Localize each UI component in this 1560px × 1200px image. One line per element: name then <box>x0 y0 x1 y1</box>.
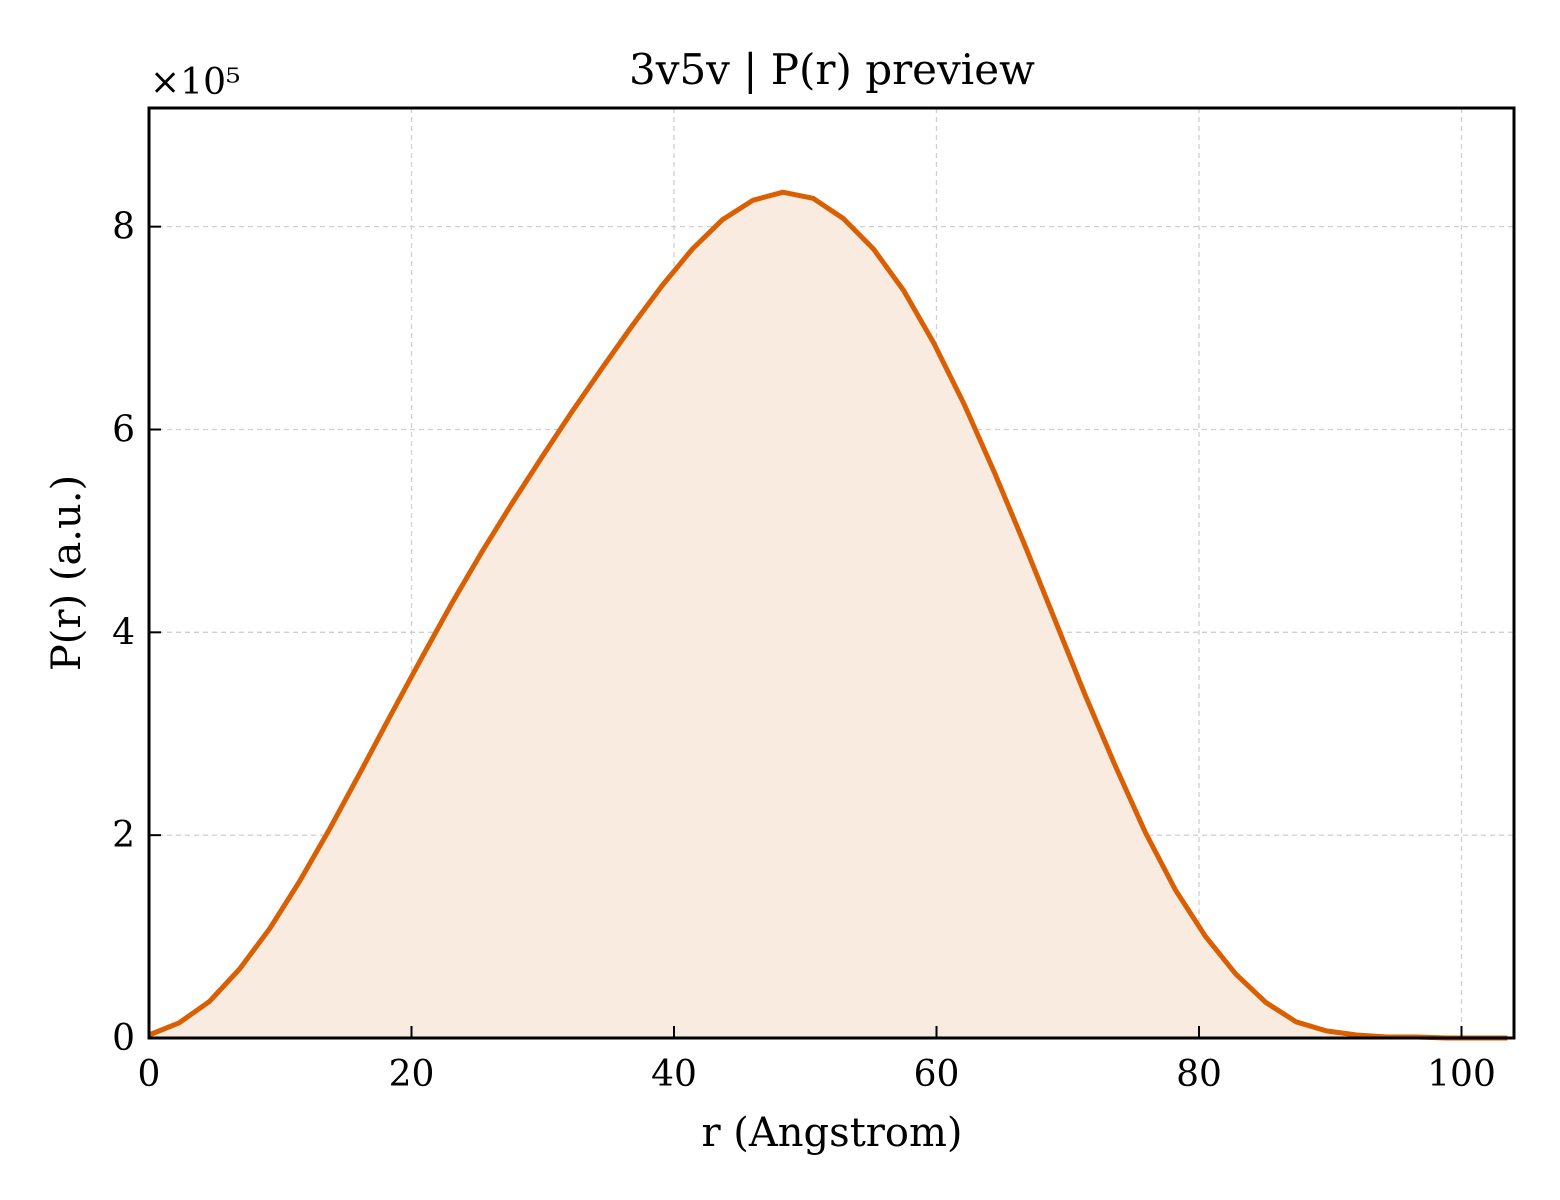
chart-title: 3v5v | P(r) preview <box>629 45 1035 94</box>
area-fill <box>149 192 1508 1038</box>
x-axis-label: r (Angstrom) <box>701 1110 962 1156</box>
y-multiplier-label: ×10⁵ <box>150 62 240 103</box>
y-tick-label: 0 <box>112 1018 135 1059</box>
x-tick-label: 0 <box>138 1054 161 1095</box>
y-tick-label: 4 <box>112 612 135 653</box>
y-axis-label: P(r) (a.u.) <box>44 475 90 671</box>
y-tick-label: 6 <box>112 409 135 450</box>
x-tick-label: 100 <box>1427 1054 1496 1095</box>
plot-frame <box>147 106 1516 1040</box>
x-tick-label: 20 <box>389 1054 435 1095</box>
ticks <box>148 225 1463 1039</box>
series-line <box>148 189 1508 1041</box>
x-tick-label: 60 <box>914 1054 960 1095</box>
tick-labels: 0 20 40 60 80 100 0 2 4 6 8 <box>112 207 1496 1095</box>
y-tick-label: 2 <box>112 815 135 856</box>
x-tick-label: 40 <box>651 1054 697 1095</box>
x-tick-label: 80 <box>1176 1054 1222 1095</box>
y-tick-label: 8 <box>112 207 135 248</box>
